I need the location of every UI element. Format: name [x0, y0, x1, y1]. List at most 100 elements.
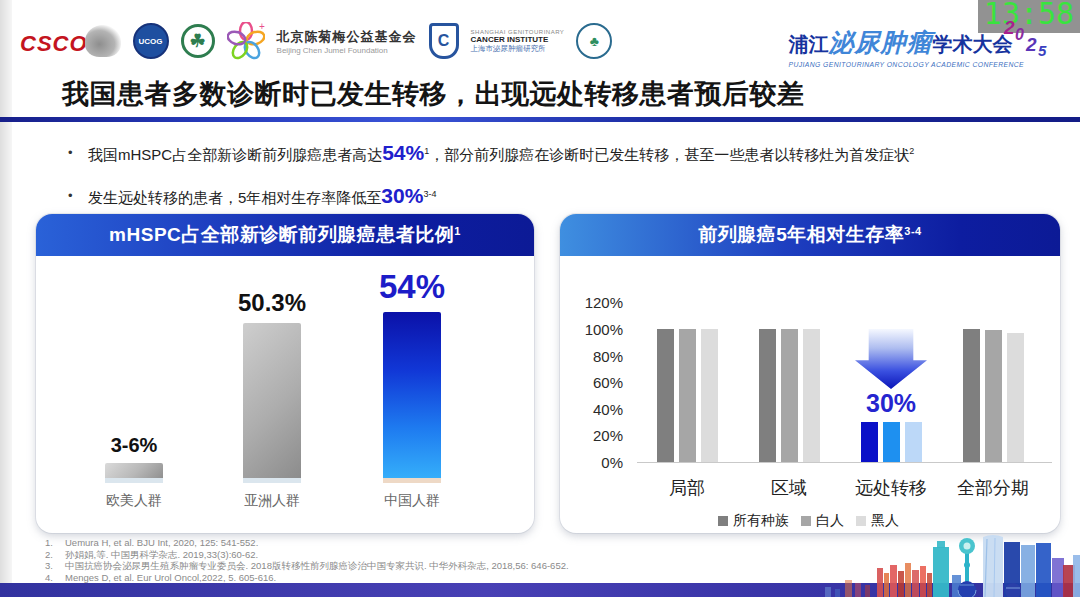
chart1-value-label: 50.3% — [238, 289, 306, 317]
chart2-ytick: 120% — [575, 294, 623, 311]
society-badge-logo: ♣ — [576, 23, 612, 59]
institute-name-cn: 上海市泌尿肿瘤研究所 — [471, 44, 565, 54]
bullet-list: 我国mHSPC占全部新诊断前列腺癌患者高达54%1，部分前列腺癌在诊断时已发生转… — [66, 138, 1046, 224]
bullet-2-sup-a: 3-4 — [423, 189, 436, 199]
legend-label: 所有种族 — [733, 512, 789, 530]
foundation-flower-icon: + — [227, 22, 265, 60]
chart2-bar — [803, 329, 820, 462]
panel-left-title: mHSPC占全部新诊断前列腺癌患者比例 — [109, 222, 454, 248]
reference-text: 中国抗癌协会泌尿男生殖系肿瘤专业委员会. 2018版转移性前列腺癌诊治中国专家共… — [65, 560, 569, 572]
chart2-ytick: 0% — [575, 454, 623, 471]
bullet-2-text: 发生远处转移的患者，5年相对生存率降低至 — [88, 189, 381, 206]
city-skyline — [815, 535, 1080, 597]
institute-shield-icon: C — [429, 23, 459, 59]
green-society-logo: ☘ — [181, 24, 215, 58]
reference-item: 1.Uemura H, et al. BJU Int, 2020, 125: 5… — [45, 537, 569, 549]
csco-logo: CSCO — [20, 25, 121, 57]
legend-swatch — [718, 516, 728, 526]
panel-mhspc-proportion: mHSPC占全部新诊断前列腺癌患者比例1 3-6% 欧美人群 50.3% 亚洲人群 54… — [36, 214, 534, 533]
chart1-bar — [105, 463, 163, 478]
chart2-bar — [861, 422, 878, 462]
chart2-category-label: 远处转移 — [855, 476, 927, 500]
reference-number: 3. — [45, 560, 65, 572]
bullet-2-highlight: 30% — [381, 184, 423, 207]
panel-right-header: 前列腺癌5年相对生存率3-4 — [560, 214, 1060, 256]
panel-survival-rate: 前列腺癌5年相对生存率3-4 0%20%40%60%80%100%120%局部区… — [560, 214, 1060, 533]
chart2-category-label: 局部 — [669, 476, 705, 500]
chart1-column: 50.3% — [212, 289, 332, 483]
legend-swatch — [856, 516, 866, 526]
chart2-bar — [701, 329, 718, 462]
chart2-bar — [985, 330, 1002, 462]
reference-text: Uemura H, et al. BJU Int, 2020, 125: 541… — [65, 537, 258, 549]
csco-text: CSCO — [20, 31, 88, 57]
references: 1.Uemura H, et al. BJU Int, 2020, 125: 5… — [45, 537, 569, 583]
chart2-bar — [657, 329, 674, 462]
slide-title: 我国患者多数诊断时已发生转移，出现远处转移患者预后较差 — [62, 76, 805, 112]
chart2-category-label: 区域 — [771, 476, 807, 500]
chart1-category-label: 欧美人群 — [106, 492, 162, 510]
bullet-2: 发生远处转移的患者，5年相对生存率降低至30%3-4 — [66, 181, 1046, 211]
chart-survival: 0%20%40%60%80%100%120%局部区域远处转移全部分期30%所有种… — [560, 256, 1060, 533]
legend-label: 白人 — [816, 512, 844, 530]
chart1-bar-base — [105, 478, 163, 483]
reference-number: 2. — [45, 549, 65, 561]
conference-title-prefix: 浦江 — [788, 33, 828, 55]
decrease-arrow-icon — [855, 329, 927, 389]
video-edge — [0, 0, 12, 597]
chart1-column: 3-6% — [74, 434, 194, 483]
legend-item: 黑人 — [856, 512, 899, 530]
chart1-column: 54% — [352, 268, 472, 483]
reference-text: Menges D, et al. Eur Urol Oncol,2022, 5.… — [65, 572, 276, 584]
reference-item: 3.中国抗癌协会泌尿男生殖系肿瘤专业委员会. 2018版转移性前列腺癌诊治中国专… — [45, 560, 569, 572]
reference-item: 2.孙娟娟,等. 中国男科学杂志. 2019,33(3):60-62. — [45, 549, 569, 561]
chart1-bar — [383, 312, 441, 478]
legend-item: 所有种族 — [718, 512, 789, 530]
chart2-bar — [1007, 333, 1024, 462]
institute-name-en1: SHANGHAI GENITOURINARY — [471, 29, 565, 35]
chart1-category-label: 亚洲人群 — [244, 492, 300, 510]
conference-year: 2 0 2 5 — [1002, 13, 1054, 61]
panel-left-header: mHSPC占全部新诊断前列腺癌患者比例1 — [36, 214, 534, 256]
bullet-1-text-2: ，部分前列腺癌在诊断时已发生转移，甚至一些患者以转移灶为首发症状 — [429, 146, 909, 163]
foundation-name-en: Beijing Chen Jumei Foundation — [277, 46, 417, 55]
foundation-name-cn: 北京陈菊梅公益基金会 — [277, 28, 417, 46]
chart1-value-label: 54% — [379, 268, 445, 306]
reference-number: 4. — [45, 572, 65, 584]
bullet-1-highlight: 54% — [382, 141, 424, 164]
reference-item: 4.Menges D, et al. Eur Urol Oncol,2022, … — [45, 572, 569, 584]
chart2-bar — [905, 422, 922, 462]
legend-swatch — [801, 516, 811, 526]
panel-left-title-sup: 1 — [454, 225, 461, 237]
chart2-bar — [781, 329, 798, 462]
chart1-value-label: 3-6% — [111, 434, 158, 457]
chart1-category-label: 中国人群 — [384, 492, 440, 510]
ucog-logo: UCOG — [133, 23, 169, 59]
slide: CSCO UCOG ☘ + 北京陈菊梅公益基金会 Beijing Chen Ju… — [0, 0, 1080, 597]
foundation-logo: 北京陈菊梅公益基金会 Beijing Chen Jumei Foundation — [277, 28, 417, 55]
institute-logo: SHANGHAI GENITOURINARY CANCER INSTITUTE … — [471, 29, 565, 54]
chart2-category-label: 全部分期 — [957, 476, 1029, 500]
chart1-bar-base — [383, 478, 441, 483]
panel-right-title: 前列腺癌5年相对生存率 — [698, 222, 904, 248]
conference-subtitle: PUJIANG GENITOURINARY ONCOLOGY ACADEMIC … — [788, 61, 1024, 68]
legend-item: 白人 — [801, 512, 844, 530]
bullet-1: 我国mHSPC占全部新诊断前列腺癌患者高达54%1，部分前列腺癌在诊断时已发生转… — [66, 138, 1046, 168]
institute-name-en2: CANCER INSTITUTE — [471, 35, 565, 44]
conference-title-suffix: 学术大会 — [932, 33, 1012, 55]
chart2-bar — [679, 329, 696, 462]
logo-bar: CSCO UCOG ☘ + 北京陈菊梅公益基金会 Beijing Chen Ju… — [20, 20, 612, 62]
chart2-annotation: 30% — [866, 389, 916, 418]
svg-text:+: + — [259, 22, 265, 32]
chart2-legend: 所有种族 白人黑人 — [718, 512, 899, 530]
panel-right-title-sup: 3-4 — [904, 225, 921, 237]
chart-mhspc: 3-6% 欧美人群 50.3% 亚洲人群 54% 中国人群 — [36, 256, 534, 533]
chart1-bar — [243, 323, 301, 478]
title-divider — [0, 117, 1080, 122]
chart2-bar — [759, 329, 776, 462]
chart2-baseline — [637, 462, 1052, 463]
bullet-1-text: 我国mHSPC占全部新诊断前列腺癌患者高达 — [88, 146, 382, 163]
ucog-text: UCOG — [139, 37, 163, 46]
conference-title-stylized: 泌尿肿瘤 — [828, 28, 932, 56]
reference-text: 孙娟娟,等. 中国男科学杂志. 2019,33(3):60-62. — [65, 549, 258, 561]
